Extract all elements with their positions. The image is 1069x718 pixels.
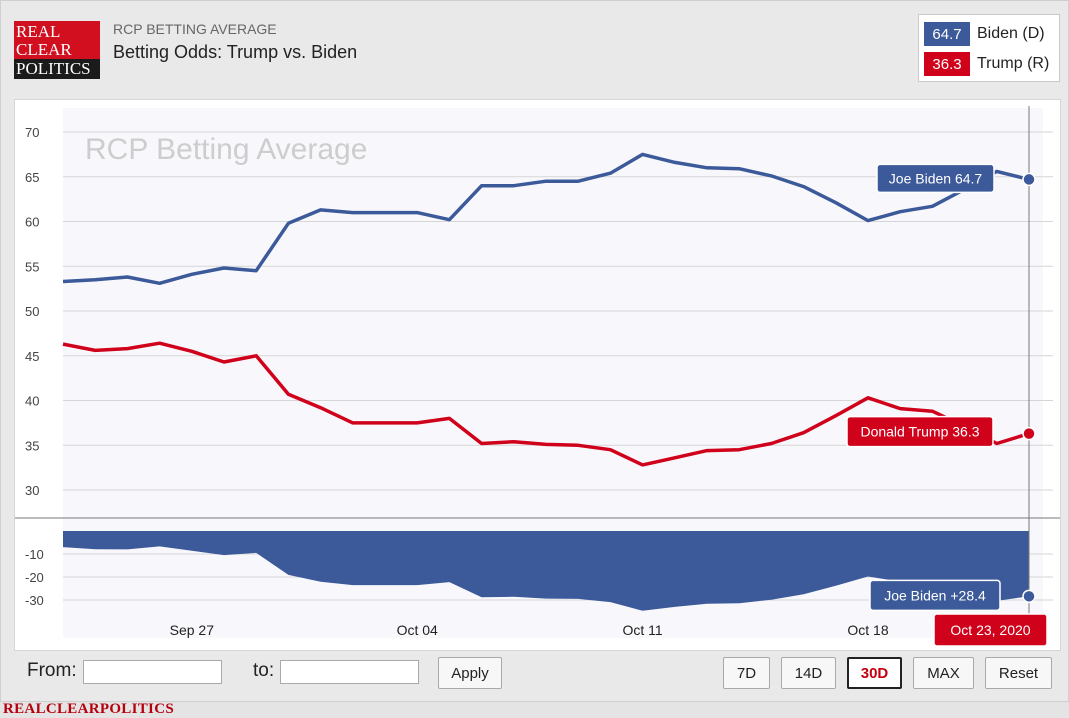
- tooltip-trump: Donald Trump 36.3: [846, 415, 994, 448]
- logo-line-2: CLEAR: [16, 40, 72, 59]
- to-date-input[interactable]: [280, 660, 419, 684]
- spread-area: [63, 531, 1029, 611]
- legend-value-trump: 36.3: [924, 52, 970, 76]
- y-tick-label-main: 35: [25, 438, 39, 453]
- chart-supertitle: RCP BETTING AVERAGE: [113, 21, 277, 37]
- legend: 64.7 Biden (D) 36.3 Trump (R): [918, 14, 1060, 82]
- range-max-button[interactable]: MAX: [913, 657, 974, 689]
- y-tick-label-main: 45: [25, 349, 39, 364]
- legend-name-biden: Biden (D): [977, 25, 1045, 42]
- rcp-logo: REAL CLEAR POLITICS: [14, 21, 100, 79]
- spread-marker: [1022, 589, 1036, 604]
- tooltip-date-text: Oct 23, 2020: [950, 622, 1030, 638]
- reset-button[interactable]: Reset: [985, 657, 1052, 689]
- y-tick-label-main: 40: [25, 394, 39, 409]
- from-label: From:: [27, 660, 77, 681]
- y-tick-label-main: 65: [25, 170, 39, 185]
- legend-name-trump: Trump (R): [977, 55, 1050, 72]
- x-tick-label: Oct 11: [622, 622, 662, 638]
- logo-line-3: POLITICS: [16, 59, 91, 78]
- legend-value-biden: 64.7: [924, 22, 970, 46]
- from-date-input[interactable]: [83, 660, 222, 684]
- tooltip-spread-box: [869, 579, 1001, 612]
- y-tick-label-spread: -20: [25, 570, 44, 585]
- x-tick-label: Oct 18: [847, 622, 888, 638]
- range-14d-button[interactable]: 14D: [781, 657, 836, 689]
- tooltip-biden-box: [876, 163, 995, 194]
- tooltip-trump-box: [846, 415, 994, 448]
- y-tick-label-main: 50: [25, 304, 39, 319]
- range-7d-button[interactable]: 7D: [723, 657, 770, 689]
- footer-brand: REALCLEARPOLITICS: [3, 701, 174, 717]
- chart-watermark: RCP Betting Average: [85, 133, 367, 166]
- x-tick-label: Sep 27: [170, 622, 215, 638]
- tooltip-biden: Joe Biden 64.7: [876, 163, 995, 194]
- tooltip-date: Oct 23, 2020: [933, 613, 1048, 647]
- legend-item-trump: 36.3 Trump (R): [924, 52, 1049, 76]
- y-tick-label-main: 60: [25, 215, 39, 230]
- y-tick-label-spread: -10: [25, 547, 44, 562]
- y-tick-label-main: 55: [25, 259, 39, 274]
- y-tick-label-main: 30: [25, 483, 39, 498]
- trump-marker: [1022, 426, 1036, 441]
- tooltip-spread-text: Joe Biden +28.4: [884, 587, 986, 603]
- widget-frame: REAL CLEAR POLITICS RCP BETTING AVERAGE …: [0, 0, 1069, 702]
- to-label: to:: [253, 660, 275, 681]
- date-range-controls: From: to: Apply 7D 14D 30D MAX Reset: [0, 649, 1069, 697]
- series-line-trump: [62, 341, 1030, 467]
- x-tick-label: Oct 04: [397, 622, 438, 638]
- range-30d-button[interactable]: 30D: [847, 657, 902, 689]
- chart-container[interactable]: 70 65 60 55 50 45 40 35 30 -10 -20 -30 RCP Betting A…: [14, 99, 1061, 651]
- tooltip-trump-text: Donald Trump 36.3: [860, 424, 979, 440]
- tooltip-date-box: [933, 613, 1048, 647]
- apply-button[interactable]: Apply: [438, 657, 502, 689]
- chart-svg[interactable]: 70 65 60 55 50 45 40 35 30 -10 -20 -30 RCP Betting A…: [15, 100, 1060, 650]
- y-tick-label-spread: -30: [25, 593, 44, 608]
- biden-marker: [1022, 172, 1036, 187]
- y-tick-label-main: 70: [25, 125, 39, 140]
- legend-item-biden: 64.7 Biden (D): [924, 22, 1045, 46]
- chart-title: Betting Odds: Trump vs. Biden: [113, 42, 358, 62]
- tooltip-spread: Joe Biden +28.4: [869, 579, 1001, 612]
- series-line-biden: [62, 152, 1030, 286]
- tooltip-biden-text: Joe Biden 64.7: [889, 170, 983, 186]
- logo-line-1: REAL: [16, 22, 61, 41]
